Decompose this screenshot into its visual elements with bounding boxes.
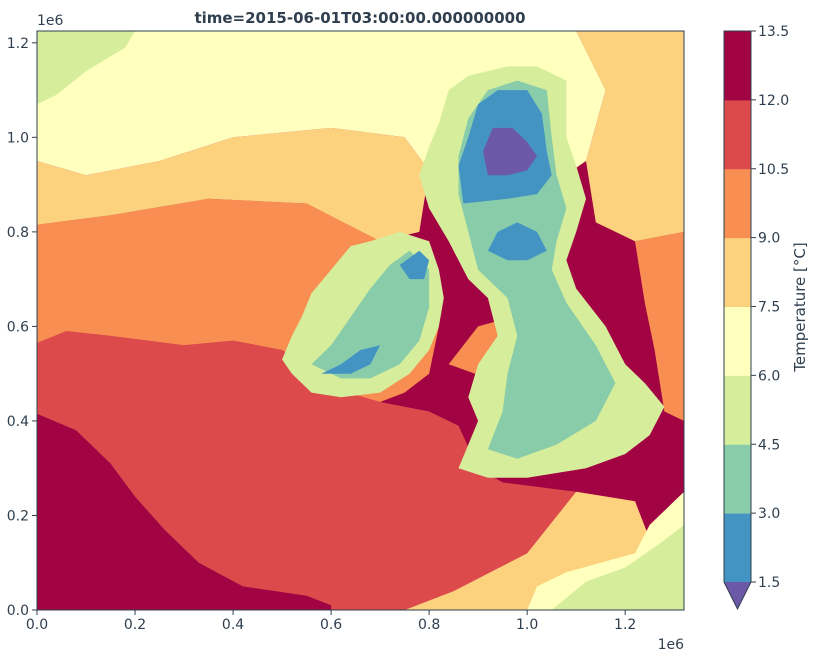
colorbar-ticks: 1.5 3.0 4.5 6.0 7.5 9.0 10.5 12.0 13.5 [751, 24, 789, 591]
x-tick-label: 1.2 [614, 617, 636, 633]
y-offset-label: 1e6 [37, 13, 64, 29]
y-axis-ticks: 0.0 0.2 0.4 0.6 0.8 1.0 1.2 [7, 36, 37, 619]
y-tick-label: 0.0 [7, 603, 29, 619]
y-tick-label: 1.0 [7, 130, 29, 146]
y-tick-label: 0.2 [7, 508, 29, 524]
region-sea-south-west-warm [37, 331, 650, 610]
y-tick-label: 1.2 [7, 36, 29, 52]
y-tick-label: 0.6 [7, 319, 29, 335]
colorbar-band [724, 444, 751, 514]
colorbar-band [724, 513, 751, 583]
plot-area [37, 31, 684, 610]
region-france-inland [551, 524, 684, 610]
colorbar-band [724, 375, 751, 445]
x-tick-label: 0.0 [26, 617, 48, 633]
chart-title: time=2015-06-01T03:00:00.000000000 [194, 9, 525, 27]
region-ireland-cold-patch-south [321, 345, 381, 374]
colorbar-tick-label: 3.0 [758, 506, 780, 522]
x-axis-ticks: 0.0 0.2 0.4 0.6 0.8 1.0 1.2 [26, 610, 636, 633]
colorbar-tick-label: 10.5 [758, 162, 789, 178]
colorbar-tick-label: 7.5 [758, 300, 780, 316]
region-sea-north-west-corner [37, 31, 135, 105]
colorbar [723, 30, 752, 611]
region-sea-south-west-warmest [37, 413, 332, 610]
colorbar-tick-label: 13.5 [758, 24, 789, 40]
plot-frame [36, 30, 685, 611]
region-sea-north-mild [37, 127, 430, 242]
colorbar-tick-label: 12.0 [758, 93, 789, 109]
colorbar-tick-label: 6.0 [758, 368, 780, 384]
region-sea-north-east [576, 31, 684, 242]
colorbar-band [724, 168, 751, 239]
colorbar-tick-label: 4.5 [758, 437, 780, 453]
x-tick-label: 0.8 [418, 617, 440, 633]
x-tick-label: 0.6 [320, 617, 342, 633]
colorbar-band [724, 237, 751, 307]
x-offset-label: 1e6 [658, 637, 685, 653]
region-ireland-interior [311, 250, 430, 379]
colorbar-outline [723, 30, 752, 611]
colorbar-tick-label: 1.5 [758, 575, 780, 591]
region-southern-uplands-cold [487, 222, 547, 261]
x-tick-label: 0.4 [222, 617, 244, 633]
region-scotland-highlands-coldest [483, 127, 537, 176]
region-sea-north-sea-mild [635, 231, 684, 421]
colorbar-band [724, 99, 751, 170]
colorbar-band [724, 306, 751, 376]
colorbar-tick-label: 9.0 [758, 231, 780, 247]
colorbar-extend-min [724, 582, 751, 609]
region-ireland-cold-patch-north [399, 250, 430, 280]
colorbar-band [724, 31, 751, 101]
colorbar-label: Temperature [°C] [791, 242, 809, 372]
x-tick-label: 1.0 [516, 617, 538, 633]
temperature-regions [37, 31, 684, 610]
y-tick-label: 0.4 [7, 414, 29, 430]
x-tick-label: 0.2 [124, 617, 146, 633]
region-pennines-cool [527, 298, 567, 384]
y-tick-label: 0.8 [7, 225, 29, 241]
